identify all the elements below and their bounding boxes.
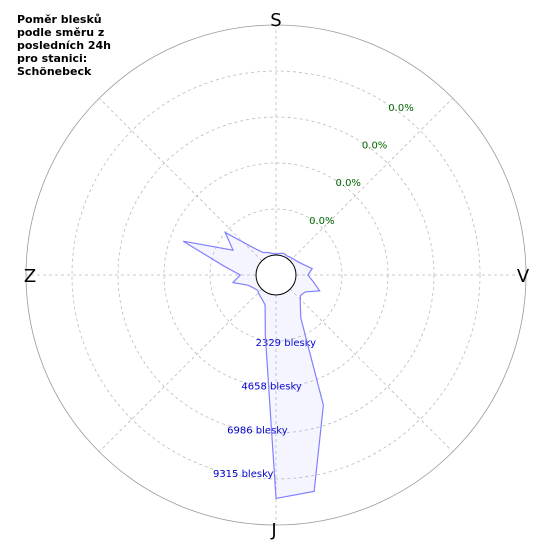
grid-ring [209, 208, 343, 342]
percent-label: 0.0% [362, 141, 387, 152]
center-hole [255, 254, 297, 296]
spoke [289, 288, 454, 453]
direction-label: J [270, 520, 276, 541]
direction-label: V [517, 266, 530, 287]
spoke [98, 97, 263, 262]
percent-label: 0.0% [309, 216, 334, 227]
percent-label: 0.0% [388, 103, 413, 114]
spoke [289, 97, 454, 262]
grid-ring [117, 116, 435, 434]
direction-label: Z [24, 266, 36, 287]
y-tick-label: 2329 blesky [256, 338, 317, 349]
grid-ring [71, 70, 481, 480]
percent-label: 0.0% [336, 178, 361, 189]
y-tick-label: 4658 blesky [241, 382, 302, 393]
y-tick-label: 9315 blesky [213, 469, 274, 480]
spoke [98, 288, 263, 453]
y-tick-label: 6986 blesky [227, 425, 288, 436]
direction-area [182, 231, 324, 500]
grid-ring [163, 162, 389, 388]
chart-title: Poměr blesků podle směru z posledních 24… [17, 13, 112, 78]
direction-label: S [270, 10, 281, 31]
